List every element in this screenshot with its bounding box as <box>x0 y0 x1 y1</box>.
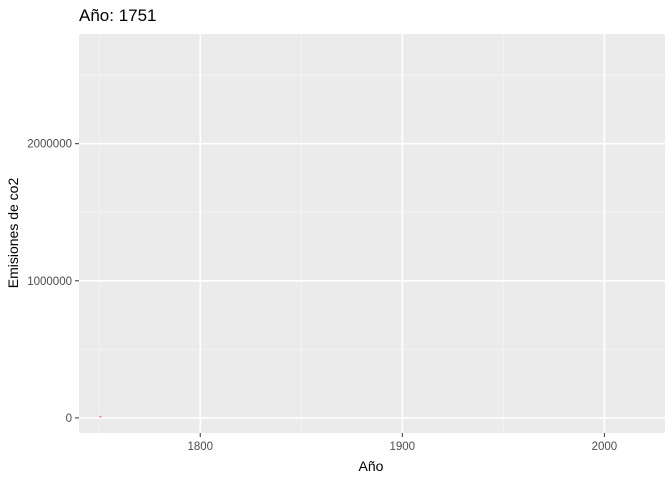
y-axis: 0 1000000 2000000 <box>27 139 79 425</box>
x-tick-label: 1800 <box>187 441 213 453</box>
plot-panel <box>79 34 665 433</box>
y-tick-label: 2000000 <box>27 139 72 151</box>
x-axis: 1800 1900 2000 <box>187 433 617 453</box>
chart-title: Año: 1751 <box>79 6 157 25</box>
x-tick-label: 2000 <box>592 441 618 453</box>
y-tick-label: 0 <box>66 413 72 425</box>
minor-gridlines <box>79 34 665 433</box>
major-gridlines <box>79 34 665 433</box>
x-tick-label: 1900 <box>390 441 416 453</box>
y-tick-label: 1000000 <box>27 276 72 288</box>
y-axis-title: Emisiones de co2 <box>5 178 21 289</box>
x-axis-title: Año <box>359 458 384 474</box>
